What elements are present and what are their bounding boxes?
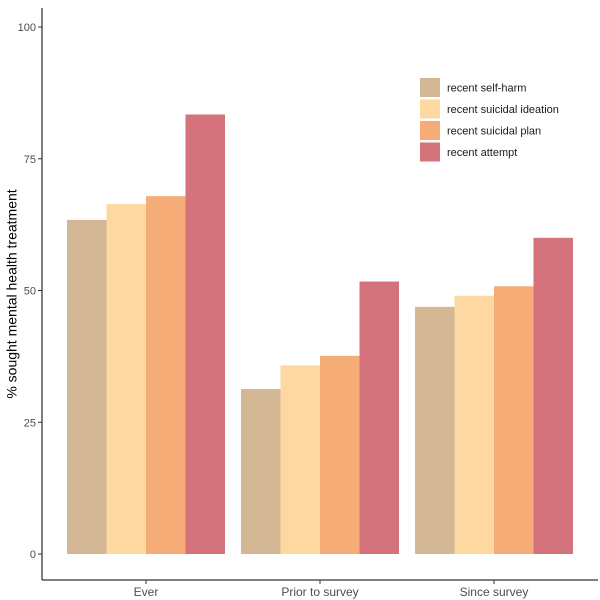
bar xyxy=(241,389,281,554)
legend-key xyxy=(420,99,440,119)
x-axis-ticks: Ever Prior to survey Since survey xyxy=(134,580,529,599)
x-tick-label: Prior to survey xyxy=(281,585,358,599)
legend-key xyxy=(420,142,440,162)
legend-label: recent suicidal ideation xyxy=(447,104,559,116)
bar xyxy=(454,295,494,554)
legend-label: recent attempt xyxy=(447,147,517,159)
bar xyxy=(67,219,107,554)
x-tick-label: Ever xyxy=(134,585,159,599)
legend: recent self-harm recent suicidal ideation… xyxy=(420,78,559,162)
y-tick-label: 0 xyxy=(30,549,36,561)
x-tick-label: Since survey xyxy=(460,585,529,599)
bar xyxy=(415,306,455,554)
bar xyxy=(359,281,399,554)
bar xyxy=(146,196,186,555)
y-axis-title: % sought mental health treatment xyxy=(4,189,20,398)
legend-label: recent suicidal plan xyxy=(447,126,541,138)
y-axis-ticks: 0 25 50 75 100 xyxy=(18,22,42,561)
y-tick-label: 25 xyxy=(24,417,36,429)
bar xyxy=(280,365,320,554)
legend-key xyxy=(420,78,440,97)
bar xyxy=(533,237,573,555)
legend-key xyxy=(420,121,440,140)
y-tick-label: 50 xyxy=(24,286,36,298)
bars-layer xyxy=(67,114,573,555)
y-tick-label: 100 xyxy=(18,22,36,34)
bar xyxy=(494,286,534,554)
legend-label: recent self-harm xyxy=(447,83,526,95)
bar xyxy=(185,114,225,555)
y-tick-label: 75 xyxy=(24,154,36,166)
bar xyxy=(320,355,360,554)
bar xyxy=(106,204,146,554)
